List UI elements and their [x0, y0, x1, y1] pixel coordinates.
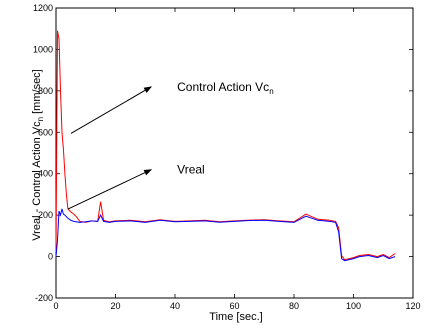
y-axis-label: Vreal - Control Action Vcn [mm/sec]: [31, 69, 45, 241]
annotation-vreal: Vreal: [177, 163, 205, 177]
x-tick-label: 100: [346, 301, 361, 311]
series-line-control-action: [55, 30, 396, 261]
y-tick-label: 1200: [33, 3, 53, 13]
y-tick-label: 600: [38, 127, 53, 137]
annotation-arrow-vreal: [67, 169, 153, 210]
annotation-text: Vreal: [177, 163, 205, 177]
x-tick-label: 0: [53, 301, 58, 311]
y-axis-label-subscript: n: [36, 117, 45, 121]
plot-border: [55, 7, 414, 299]
y-tick-label: 400: [38, 169, 53, 179]
y-tick-label: 800: [38, 86, 53, 96]
y-axis-label-unit: [mm/sec]: [31, 69, 43, 114]
annotation-arrow-control-action: [70, 86, 153, 134]
y-tick-label: 200: [38, 210, 53, 220]
annotation-text: Control Action Vc: [177, 80, 269, 94]
annotations: Control Action Vcn Vreal: [67, 80, 274, 210]
series-line-vreal: [55, 208, 396, 262]
x-tick-label: 80: [289, 301, 299, 311]
x-tick-label: 40: [170, 301, 180, 311]
x-tick-label: 120: [405, 301, 420, 311]
y-tick-label: 0: [48, 252, 53, 262]
y-axis-label-main: Vreal - Control Action Vc: [31, 121, 43, 241]
plot-frame: [55, 7, 414, 299]
y-tick-label: -200: [35, 293, 53, 303]
annotation-control-action: Control Action Vcn: [177, 80, 274, 96]
x-tick-label: 20: [110, 301, 120, 311]
x-axis-label: Time [sec.]: [209, 311, 262, 323]
x-tick-label: 60: [229, 301, 239, 311]
series-layer: [55, 30, 396, 262]
y-tick-label: 1000: [33, 44, 53, 54]
annotation-subscript: n: [269, 87, 273, 96]
